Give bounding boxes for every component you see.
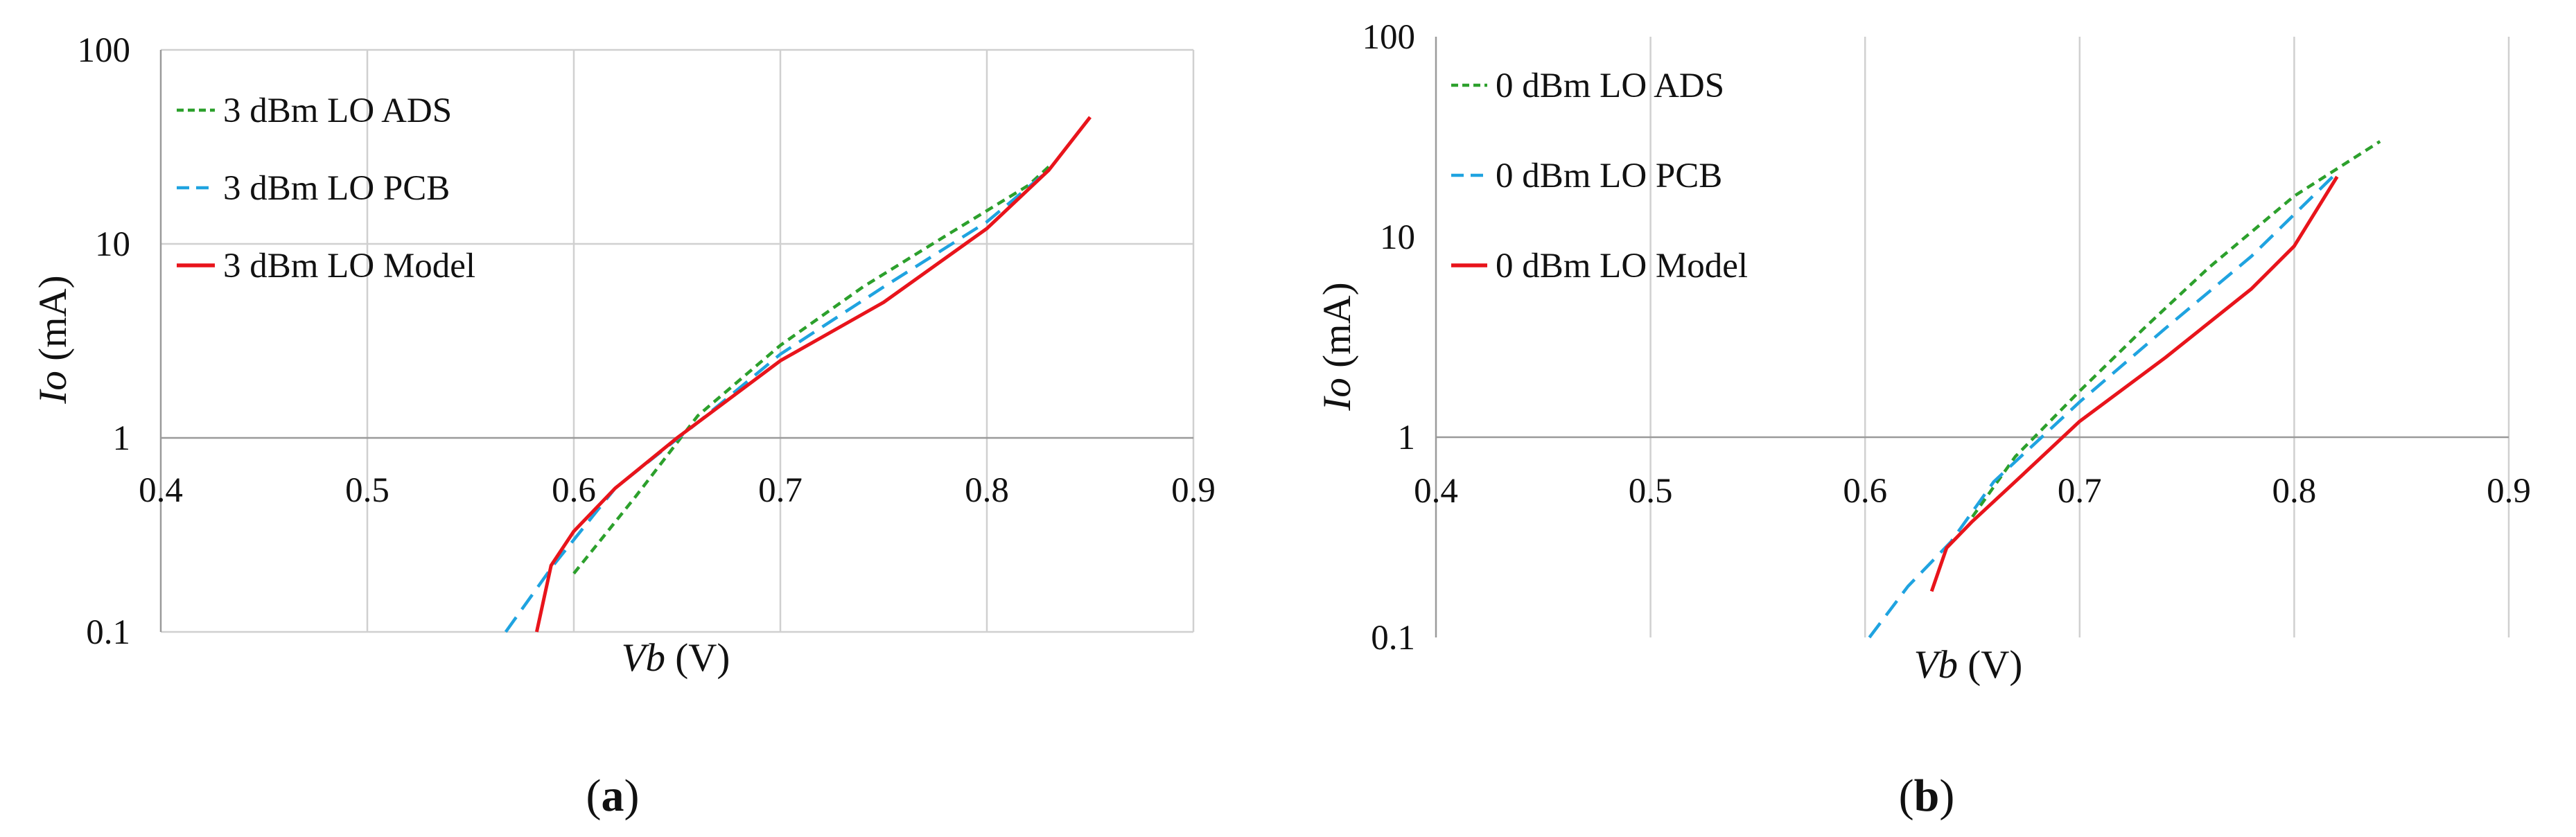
legend-label: 3 dBm LO ADS xyxy=(223,91,452,130)
x-axis-label: Vb (V) xyxy=(622,636,730,680)
legend-label: 0 dBm LO ADS xyxy=(1496,67,1724,105)
series-line-3 xyxy=(1929,175,2339,592)
y-axis-label-unit: (mA) xyxy=(1315,282,1359,378)
x-tick-label: 0.7 xyxy=(758,471,803,510)
x-axis-label-var: Vb xyxy=(1914,643,1958,687)
legend-label: 0 dBm LO Model xyxy=(1496,247,1748,285)
y-tick-label: 0.1 xyxy=(1371,619,1415,658)
x-tick-label: 0.8 xyxy=(965,471,1009,510)
series-line-2 xyxy=(1868,171,2338,639)
x-tick-label: 0.6 xyxy=(552,471,596,510)
x-tick-label: 0.6 xyxy=(1843,472,1887,511)
x-tick-label: 0.4 xyxy=(139,471,183,510)
x-tick-label: 0.5 xyxy=(345,471,389,510)
y-tick-label: 100 xyxy=(1363,18,1416,57)
panel-label-letter: b xyxy=(1914,770,1940,821)
y-tick-label: 0.1 xyxy=(86,613,130,652)
panel-label: (b) xyxy=(1899,770,1955,821)
x-tick-label: 0.5 xyxy=(1629,472,1673,511)
y-axis-label-unit: (mA) xyxy=(31,275,75,371)
y-tick-label: 100 xyxy=(78,31,131,70)
series-line-3 xyxy=(534,116,1092,633)
chart-panel-a: 0.4 0.5 0.6 0.7 0.8 0.9 0.1 1 10 100 3 dBm LO ADS 3… xyxy=(31,31,1216,821)
x-tick-label: 0.9 xyxy=(1171,471,1216,510)
x-axis-label-unit: (V) xyxy=(1958,643,2022,687)
x-tick-label: 0.9 xyxy=(2487,472,2531,511)
x-tick-label: 0.7 xyxy=(2058,472,2102,511)
panel-label-open: ( xyxy=(1899,770,1914,821)
x-axis-label-unit: (V) xyxy=(665,636,730,680)
y-axis-label: Io (mA) xyxy=(31,275,75,404)
y-tick-label: 10 xyxy=(95,225,130,264)
x-tick-label: 0.8 xyxy=(2272,472,2317,511)
panel-label: (a) xyxy=(586,770,640,821)
y-tick-label: 1 xyxy=(1398,418,1416,457)
panel-label-letter: a xyxy=(602,770,624,821)
x-axis-label-var: Vb xyxy=(622,636,665,680)
series-line-1 xyxy=(572,165,1050,575)
x-axis-label: Vb (V) xyxy=(1914,643,2023,687)
y-axis-label-var: Io xyxy=(1315,378,1359,411)
chart-panel-b: 0.4 0.5 0.6 0.7 0.8 0.9 0.1 1 10 100 0 dBm LO ADS 0… xyxy=(1315,18,2531,821)
legend-label: 0 dBm LO PCB xyxy=(1496,157,1722,195)
series-line-1 xyxy=(1971,140,2381,518)
y-axis-label: Io (mA) xyxy=(1315,282,1359,411)
y-tick-label: 1 xyxy=(113,419,131,458)
legend-label: 3 dBm LO Model xyxy=(223,247,475,285)
series-line-2 xyxy=(504,168,1050,633)
y-tick-label: 10 xyxy=(1380,218,1415,257)
x-tick-label: 0.4 xyxy=(1414,472,1458,511)
legend-label: 3 dBm LO PCB xyxy=(223,169,450,208)
panel-label-close: ) xyxy=(1939,770,1954,821)
panel-label-open: ( xyxy=(586,770,602,821)
y-axis-label-var: Io xyxy=(31,371,75,404)
panel-label-close: ) xyxy=(624,770,640,821)
